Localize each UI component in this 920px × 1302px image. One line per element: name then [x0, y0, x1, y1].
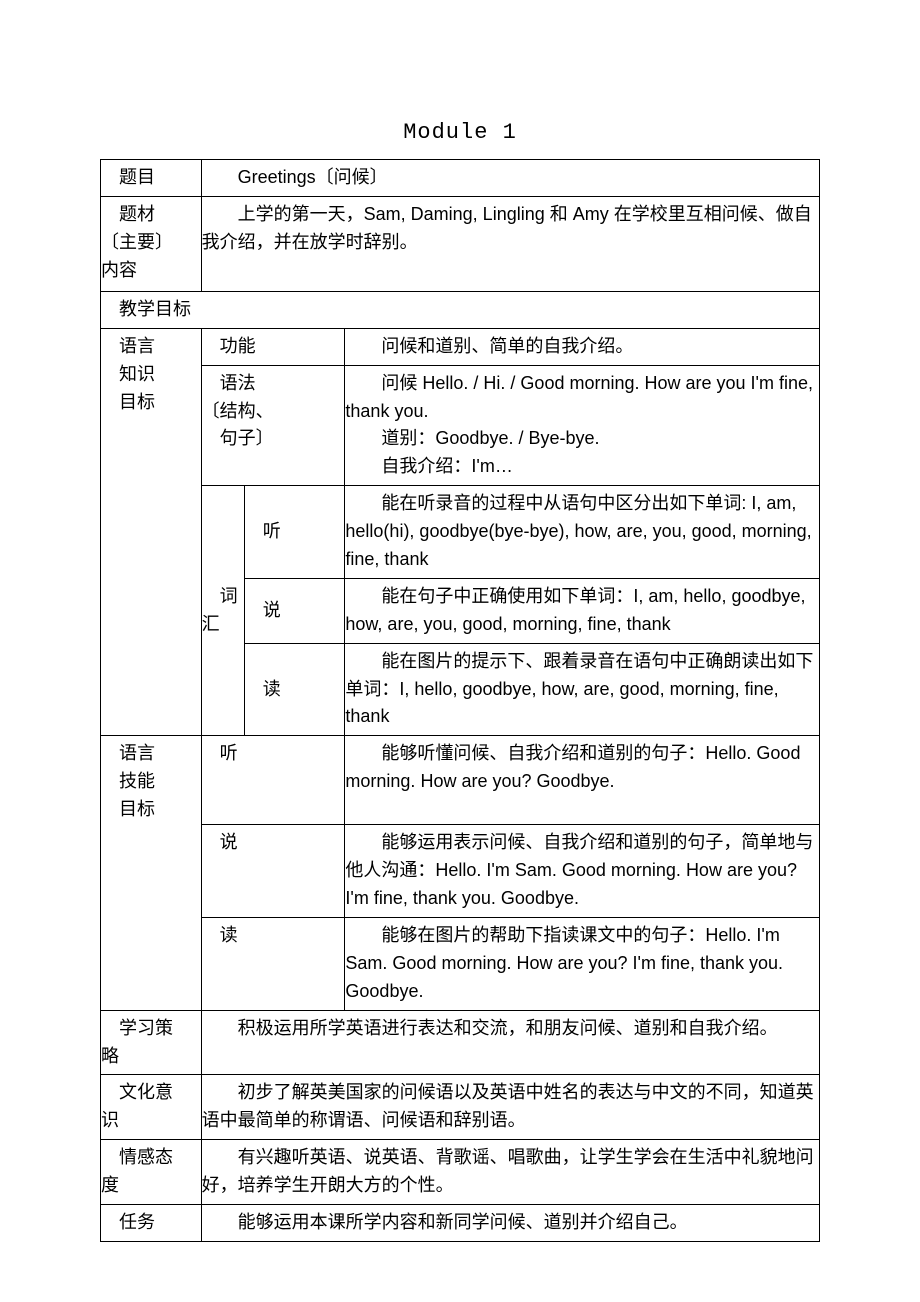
- label-vocab-speak: 说: [244, 578, 345, 643]
- label-skill-listen: 听: [201, 736, 345, 825]
- label-emotion: 情感态度: [101, 1140, 202, 1205]
- row-function: 语言 知识 目标 功能 问候和道别、简单的自我介绍。: [101, 328, 820, 365]
- row-topic: 题目 Greetings〔问候〕: [101, 160, 820, 197]
- row-task: 任务 能够运用本课所学内容和新同学问候、道别并介绍自己。: [101, 1205, 820, 1242]
- value-grammar: 问候 Hello. / Hi. / Good morning. How are …: [345, 365, 820, 486]
- row-material: 题材〔主要〕内容 上学的第一天，Sam, Daming, Lingling 和 …: [101, 196, 820, 291]
- label-strategy: 学习策略: [101, 1010, 202, 1075]
- value-task: 能够运用本课所学内容和新同学问候、道别并介绍自己。: [201, 1205, 819, 1242]
- row-culture: 文化意识 初步了解英美国家的问候语以及英语中姓名的表达与中文的不同，知道英语中最…: [101, 1075, 820, 1140]
- label-lang-skill: 语言 技能 目标: [101, 736, 202, 1010]
- label-topic: 题目: [101, 160, 202, 197]
- label-lang-knowledge: 语言 知识 目标: [101, 328, 202, 736]
- row-vocab-listen: 词汇 听 能在听录音的过程中从语句中区分出如下单词: I, am, hello(…: [101, 486, 820, 579]
- value-skill-read: 能够在图片的帮助下指读课文中的句子：Hello. I'm Sam. Good m…: [345, 918, 820, 1011]
- row-strategy: 学习策略 积极运用所学英语进行表达和交流，和朋友问候、道别和自我介绍。: [101, 1010, 820, 1075]
- row-skill-read: 读 能够在图片的帮助下指读课文中的句子：Hello. I'm Sam. Good…: [101, 918, 820, 1011]
- value-skill-listen: 能够听懂问候、自我介绍和道别的句子：Hello. Good morning. H…: [345, 736, 820, 825]
- value-topic: Greetings〔问候〕: [201, 160, 819, 197]
- row-grammar: 语法〔结构、 句子〕 问候 Hello. / Hi. / Good mornin…: [101, 365, 820, 486]
- value-material: 上学的第一天，Sam, Daming, Lingling 和 Amy 在学校里互…: [201, 196, 819, 291]
- label-culture: 文化意识: [101, 1075, 202, 1140]
- label-teaching-goals: 教学目标: [101, 291, 820, 328]
- value-skill-speak: 能够运用表示问候、自我介绍和道别的句子，简单地与他人沟通：Hello. I'm …: [345, 825, 820, 918]
- label-function: 功能: [201, 328, 345, 365]
- label-vocab: 词汇: [201, 486, 244, 736]
- label-material: 题材〔主要〕内容: [101, 196, 202, 291]
- value-function: 问候和道别、简单的自我介绍。: [345, 328, 820, 365]
- value-vocab-listen: 能在听录音的过程中从语句中区分出如下单词: I, am, hello(hi), …: [345, 486, 820, 579]
- value-strategy: 积极运用所学英语进行表达和交流，和朋友问候、道别和自我介绍。: [201, 1010, 819, 1075]
- label-vocab-listen: 听: [244, 486, 345, 579]
- row-skill-speak: 说 能够运用表示问候、自我介绍和道别的句子，简单地与他人沟通：Hello. I'…: [101, 825, 820, 918]
- label-grammar: 语法〔结构、 句子〕: [201, 365, 345, 486]
- value-vocab-speak: 能在句子中正确使用如下单词：I, am, hello, goodbye, how…: [345, 578, 820, 643]
- row-emotion: 情感态度 有兴趣听英语、说英语、背歌谣、唱歌曲，让学生学会在生活中礼貌地问好，培…: [101, 1140, 820, 1205]
- value-vocab-read: 能在图片的提示下、跟着录音在语句中正确朗读出如下单词：I, hello, goo…: [345, 643, 820, 736]
- page: Module 1 题目 Greetings〔问候〕 题材〔主要〕内容 上学的第一…: [0, 0, 920, 1302]
- value-culture: 初步了解英美国家的问候语以及英语中姓名的表达与中文的不同，知道英语中最简单的称谓…: [201, 1075, 819, 1140]
- module-title: Module 1: [100, 120, 820, 145]
- value-emotion: 有兴趣听英语、说英语、背歌谣、唱歌曲，让学生学会在生活中礼貌地问好，培养学生开朗…: [201, 1140, 819, 1205]
- label-task: 任务: [101, 1205, 202, 1242]
- label-vocab-read: 读: [244, 643, 345, 736]
- label-skill-read: 读: [201, 918, 345, 1011]
- row-skill-listen: 语言 技能 目标 听 能够听懂问候、自我介绍和道别的句子：Hello. Good…: [101, 736, 820, 825]
- row-teaching-goals: 教学目标: [101, 291, 820, 328]
- main-table: 题目 Greetings〔问候〕 题材〔主要〕内容 上学的第一天，Sam, Da…: [100, 159, 820, 1242]
- label-skill-speak: 说: [201, 825, 345, 918]
